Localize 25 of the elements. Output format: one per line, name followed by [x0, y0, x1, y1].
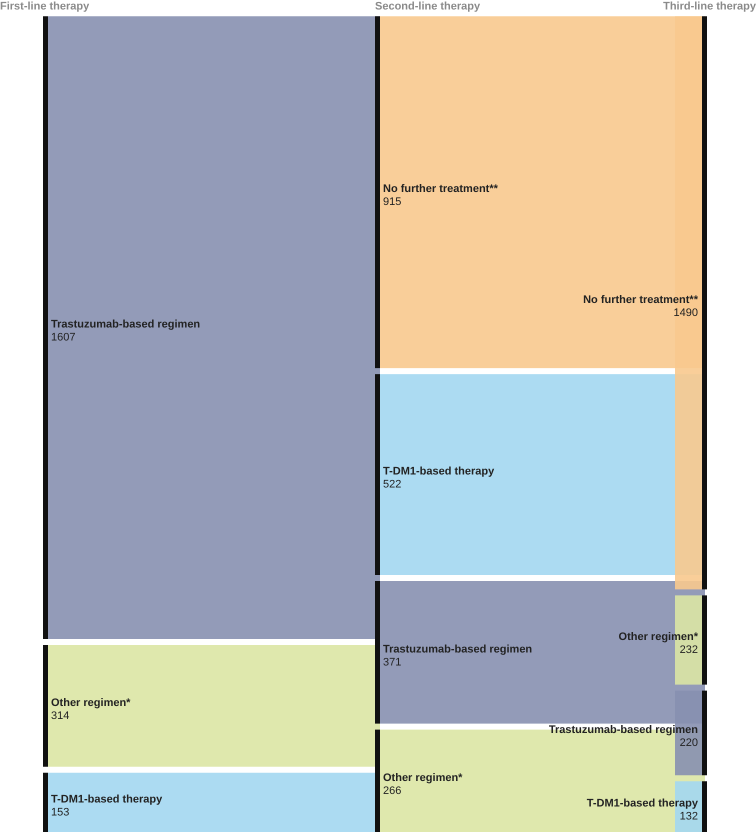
- data-label: 915: [383, 196, 402, 208]
- category-label: Other regimen*: [383, 772, 464, 784]
- data-label: 232: [680, 644, 698, 656]
- category-label: Other regimen*: [618, 630, 699, 643]
- data-label: 1490: [674, 306, 698, 319]
- category-label: T-DM1-based therapy: [586, 798, 699, 810]
- data-label: 314: [51, 710, 70, 722]
- category-label: Trastuzumab-based regimen: [548, 724, 698, 736]
- data-label: 220: [680, 736, 698, 749]
- category-label: No further treatment**: [383, 183, 499, 196]
- category-label: T-DM1-based therapy: [51, 793, 164, 806]
- text: Third-line therapy: [663, 0, 756, 13]
- text: First-line therapy: [0, 0, 90, 13]
- category-label: Trastuzumab-based regimen: [383, 643, 532, 656]
- data-label: 371: [383, 656, 402, 668]
- data-label: 153: [51, 806, 70, 818]
- category-label: Trastuzumab-based regimen: [51, 318, 200, 331]
- category-label: T-DM1-based therapy: [383, 466, 496, 478]
- data-label: 132: [680, 810, 698, 823]
- data-label: 1607: [51, 332, 76, 344]
- category-label: No further treatment**: [583, 294, 699, 306]
- category-label: Other regimen*: [51, 696, 132, 709]
- data-label: 522: [383, 478, 402, 491]
- data-label: 266: [383, 784, 402, 797]
- text: Second-line therapy: [375, 0, 482, 13]
